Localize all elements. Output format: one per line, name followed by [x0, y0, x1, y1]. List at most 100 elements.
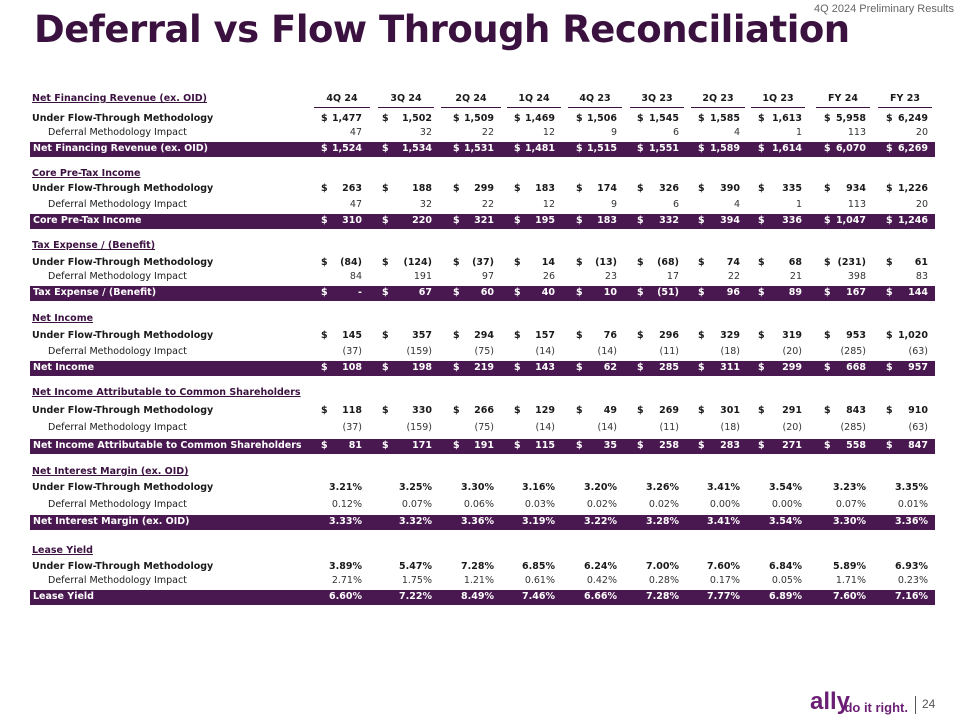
cell-value: 76	[603, 330, 617, 341]
currency-symbol: $	[698, 257, 705, 268]
cell-value: 9	[610, 127, 617, 138]
column-header: FY 23	[890, 93, 920, 104]
currency-symbol: $	[453, 113, 460, 124]
cell-value: 21	[789, 271, 802, 282]
header-rule	[816, 107, 870, 108]
currency-symbol: $	[637, 440, 644, 451]
cell-value: 1.75%	[401, 575, 432, 586]
row-label: Under Flow-Through Methodology	[32, 330, 214, 341]
cell-value: 1,534	[401, 143, 432, 154]
section-title: Lease Yield	[32, 545, 93, 556]
cell-value: 3.54%	[769, 482, 802, 493]
currency-symbol: $	[698, 113, 705, 124]
total-label: Net Income	[33, 362, 95, 373]
cell-value: (231)	[837, 257, 866, 268]
currency-symbol: $	[758, 215, 765, 226]
cell-value: 4	[733, 127, 740, 138]
cell-value: 22	[727, 271, 740, 282]
cell-value: (37)	[342, 422, 362, 433]
cell-value: 6.84%	[769, 561, 802, 572]
section-title: Net Financing Revenue (ex. OID)	[32, 93, 208, 104]
row-label: Deferral Methodology Impact	[48, 499, 187, 510]
total-label: Net Interest Margin (ex. OID)	[33, 516, 190, 527]
cell-value: 2.71%	[331, 575, 362, 586]
cell-value: 1,506	[586, 113, 617, 124]
cell-value: 0.00%	[771, 499, 802, 510]
total-bar	[30, 514, 935, 530]
cell-value: 1	[795, 199, 802, 210]
currency-symbol: $	[453, 287, 460, 298]
cell-value: 7.77%	[707, 591, 740, 602]
section-title: Core Pre-Tax Income	[32, 168, 141, 179]
currency-symbol: $	[886, 143, 893, 154]
header-rule	[507, 107, 561, 108]
cell-value: 934	[846, 183, 866, 194]
cell-value: 3.30%	[833, 516, 866, 527]
cell-value: 294	[474, 330, 494, 341]
currency-symbol: $	[698, 330, 705, 341]
cell-value: 1,524	[331, 143, 362, 154]
cell-value: 558	[846, 440, 866, 451]
cell-value: 0.23%	[897, 575, 928, 586]
cell-value: 6.66%	[584, 591, 617, 602]
cell-value: 299	[474, 183, 494, 194]
cell-value: 20	[915, 199, 928, 210]
cell-value: 258	[659, 440, 679, 451]
currency-symbol: $	[514, 405, 521, 416]
currency-symbol: $	[321, 287, 328, 298]
header-rule	[568, 107, 622, 108]
cell-value: 3.23%	[833, 482, 866, 493]
cell-value: 1,481	[524, 143, 555, 154]
slide-subtitle: 4Q 2024 Preliminary Results	[813, 3, 954, 15]
cell-value: 3.41%	[707, 516, 740, 527]
currency-symbol: $	[758, 143, 765, 154]
row-label: Deferral Methodology Impact	[48, 575, 187, 586]
currency-symbol: $	[576, 257, 583, 268]
cell-value: (37)	[342, 346, 362, 357]
cell-value: 1,477	[331, 113, 362, 124]
cell-value: 198	[412, 362, 432, 373]
column-header: 1Q 24	[518, 93, 550, 104]
header-rule	[630, 107, 684, 108]
cell-value: 68	[788, 257, 802, 268]
total-label: Tax Expense / (Benefit)	[33, 287, 157, 298]
currency-symbol: $	[698, 215, 705, 226]
currency-symbol: $	[637, 113, 644, 124]
column-header: 2Q 24	[455, 93, 487, 104]
currency-symbol: $	[698, 183, 705, 194]
section-title: Tax Expense / (Benefit)	[32, 240, 156, 251]
cell-value: 20	[915, 127, 928, 138]
currency-symbol: $	[576, 215, 583, 226]
currency-symbol: $	[824, 257, 831, 268]
cell-value: 183	[535, 183, 555, 194]
cell-value: 7.00%	[646, 561, 679, 572]
cell-value: 60	[480, 287, 494, 298]
currency-symbol: $	[637, 183, 644, 194]
total-bar	[30, 360, 935, 376]
currency-symbol: $	[637, 405, 644, 416]
cell-value: 1,515	[586, 143, 617, 154]
cell-value: 668	[846, 362, 866, 373]
cell-value: 3.25%	[399, 482, 432, 493]
slide-title: Deferral vs Flow Through Reconciliation	[34, 8, 850, 51]
cell-value: (14)	[597, 346, 617, 357]
row-label: Deferral Methodology Impact	[48, 127, 187, 138]
cell-value: 26	[542, 271, 555, 282]
currency-symbol: $	[637, 330, 644, 341]
currency-symbol: $	[758, 183, 765, 194]
cell-value: 89	[788, 287, 802, 298]
cell-value: (75)	[474, 422, 494, 433]
column-header: 4Q 23	[579, 93, 611, 104]
cell-value: 3.28%	[646, 516, 679, 527]
cell-value: 171	[412, 440, 432, 451]
cell-value: (14)	[597, 422, 617, 433]
cell-value: 301	[720, 405, 740, 416]
cell-value: 74	[726, 257, 740, 268]
total-label: Lease Yield	[33, 591, 94, 602]
total-bar	[30, 141, 935, 157]
cell-value: 145	[342, 330, 362, 341]
cell-value: 3.30%	[461, 482, 494, 493]
cell-value: 115	[535, 440, 555, 451]
cell-value: 61	[914, 257, 928, 268]
